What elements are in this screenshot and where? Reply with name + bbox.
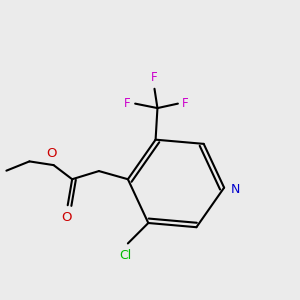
Text: F: F [124,97,131,110]
Text: F: F [182,97,189,110]
Text: N: N [231,183,240,196]
Text: O: O [61,211,71,224]
Text: O: O [46,147,57,160]
Text: Cl: Cl [119,249,131,262]
Text: F: F [151,71,158,84]
